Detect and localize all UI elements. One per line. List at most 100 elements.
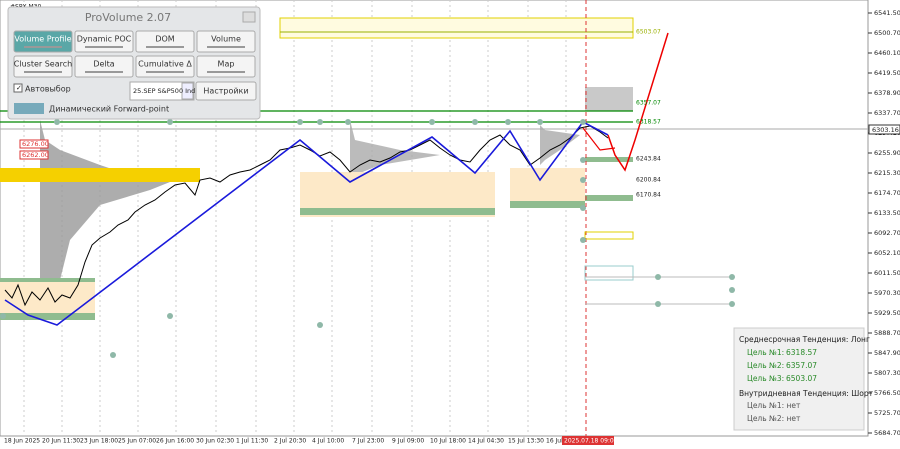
price-label: 5847.90 — [874, 349, 900, 357]
auto-select-label: Автовыбор — [25, 85, 71, 94]
dropdown-arrow[interactable] — [181, 82, 194, 100]
zone-box — [584, 231, 634, 240]
intraday-target: Цель №1: нет — [747, 401, 801, 410]
time-label: 23 Jun 18:00 — [80, 438, 118, 445]
button-indicator — [24, 46, 62, 48]
button-label: Cluster Search — [14, 60, 72, 69]
button-indicator — [85, 46, 123, 48]
left-level-box — [19, 150, 49, 160]
target-value: 6357.07 — [786, 361, 817, 370]
price-label: 6133.50 — [874, 209, 900, 217]
button-indicator — [207, 46, 245, 48]
settings-button[interactable] — [195, 81, 257, 101]
level-labels: 6503.07 6357.07 6318.57 6243.84 6200.84 6170.… — [636, 29, 661, 199]
current-time: 2025.07.18 09:00 — [564, 438, 618, 445]
zone-bar — [300, 208, 495, 215]
price-label: 6052.10 — [874, 249, 900, 257]
target-label: Цель №2: — [747, 361, 784, 370]
info-box — [733, 327, 865, 431]
forward-toggle[interactable] — [14, 103, 44, 114]
intraday-target: Цель №2: нет — [747, 414, 801, 423]
zone-bar — [585, 157, 633, 162]
volume-profile — [350, 120, 440, 180]
price-label: 5766.50 — [874, 389, 900, 397]
button-indicator — [24, 71, 62, 73]
check: ✓ — [16, 84, 22, 92]
markers — [0, 119, 735, 358]
volume-zone — [585, 87, 633, 111]
level-label: 6170.84 — [636, 192, 661, 199]
level-label: 6503.07 — [636, 29, 661, 36]
target-zone — [279, 17, 634, 39]
level-label: 6318.57 — [636, 119, 661, 126]
instrument: 25.SEP S&P500 Index — [133, 87, 203, 95]
time-label: 9 Jul 09:00 — [392, 438, 424, 445]
button-indicator — [146, 46, 184, 48]
button-indicator — [207, 71, 245, 73]
button-label: Delta — [93, 60, 114, 69]
time-label: 2 Jul 20:30 — [274, 438, 306, 445]
volume-profile — [40, 120, 200, 310]
time-label: 1 Jul 11:30 — [236, 438, 268, 445]
checkbox[interactable] — [13, 83, 23, 93]
price-label: 5684.70 — [874, 429, 900, 437]
current-price-box — [868, 124, 900, 135]
button-label: Volume Profile — [14, 35, 71, 44]
price-label: 5807.30 — [874, 369, 900, 377]
button-label: Volume — [211, 35, 241, 44]
left-level: 6276.00 — [22, 140, 49, 148]
button-label: DOM — [155, 35, 174, 44]
left-level: 6262.00 — [22, 151, 49, 159]
close-button[interactable] — [242, 11, 256, 23]
time-label: 15 Jul 13:30 — [508, 438, 544, 445]
current-time-box — [562, 436, 614, 445]
time-axis: 18 Jun 2025 20 Jun 11:30 23 Jun 18:00 25 Ju… — [4, 438, 563, 445]
intraday-trend: Внутридневная Тенденция: Шорт — [739, 389, 874, 398]
level-label: 6200.84 — [636, 177, 661, 184]
level-label: 6243.84 — [636, 156, 661, 163]
time-label: 10 Jul 18:00 — [430, 438, 466, 445]
time-label: 18 Jun 2025 — [4, 438, 40, 445]
price-label: 6419.50 — [874, 69, 900, 77]
price-series — [4, 125, 609, 307]
buttons: Volume Profile Dynamic POC DOM Volume Cluste… — [13, 30, 256, 78]
instrument-dropdown[interactable] — [129, 81, 195, 101]
target-value: 6318.57 — [786, 348, 817, 357]
button-label: Dynamic POC — [77, 35, 132, 44]
time-label: 7 Jul 23:00 — [352, 438, 384, 445]
forward-label: Динамический Forward-point — [49, 105, 169, 114]
price-label: 6174.70 — [874, 189, 900, 197]
time-label: 30 Jun 02:30 — [196, 438, 234, 445]
zone-bar — [585, 195, 633, 201]
time-label: 25 Jun 07:00 — [118, 438, 156, 445]
zigzag — [4, 120, 609, 326]
medium-trend: Среднесрочная Тенденция: Лонг — [739, 335, 870, 344]
time-label: 20 Jun 11:30 — [42, 438, 80, 445]
button-label: Map — [218, 60, 235, 69]
zone-bar — [510, 201, 585, 208]
panel-title: ProVolume 2.07 — [85, 11, 171, 24]
forecast — [582, 127, 616, 151]
price-label: 5725.70 — [874, 409, 900, 417]
button-indicator — [146, 71, 184, 73]
price-label: 5888.70 — [874, 329, 900, 337]
left-level-box — [19, 139, 49, 149]
price-label: 6337.70 — [874, 109, 900, 117]
value-area — [510, 168, 585, 206]
price-label: 6378.90 — [874, 89, 900, 97]
settings-label: Настройки — [203, 87, 248, 96]
price-label: 6011.50 — [874, 269, 900, 277]
price-label: 6215.30 — [874, 169, 900, 177]
price-label: 6460.10 — [874, 49, 900, 57]
button-label: Cumulative Δ — [138, 60, 192, 69]
zone-bar — [0, 278, 95, 282]
price-label: 5970.30 — [874, 289, 900, 297]
price-label: 6092.70 — [874, 229, 900, 237]
value-area — [0, 280, 95, 315]
time-label: 4 Jul 10:00 — [312, 438, 344, 445]
price-label: 6255.90 — [874, 149, 900, 157]
time-label: 26 Jun 16:00 — [156, 438, 194, 445]
